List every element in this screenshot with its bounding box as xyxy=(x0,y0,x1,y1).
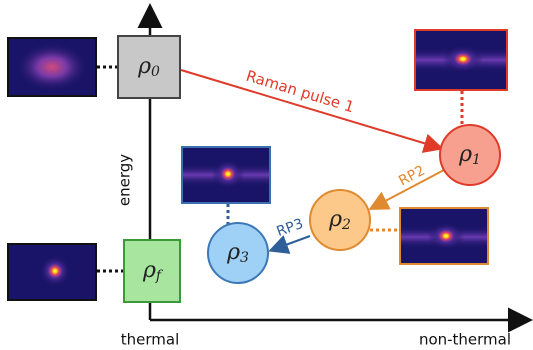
diagram: energy thermal non-thermal Raman pulse 1… xyxy=(0,0,533,350)
arrow-label: Raman pulse 1 xyxy=(244,67,356,117)
arrow-label: RP2 xyxy=(396,163,427,190)
image-rho1 xyxy=(415,30,507,90)
arrow-label: RP3 xyxy=(275,216,306,240)
y-axis-label: energy xyxy=(116,154,134,206)
image-rho3 xyxy=(182,147,270,203)
x-start-label: thermal xyxy=(121,331,180,349)
arrow xyxy=(181,70,440,148)
page: energy thermal non-thermal Raman pulse 1… xyxy=(0,0,533,350)
x-end-label: non-thermal xyxy=(419,331,511,349)
image-rho2 xyxy=(400,208,488,264)
arrow xyxy=(272,236,310,250)
image-rhof xyxy=(8,244,96,300)
image-rho0 xyxy=(8,38,96,96)
